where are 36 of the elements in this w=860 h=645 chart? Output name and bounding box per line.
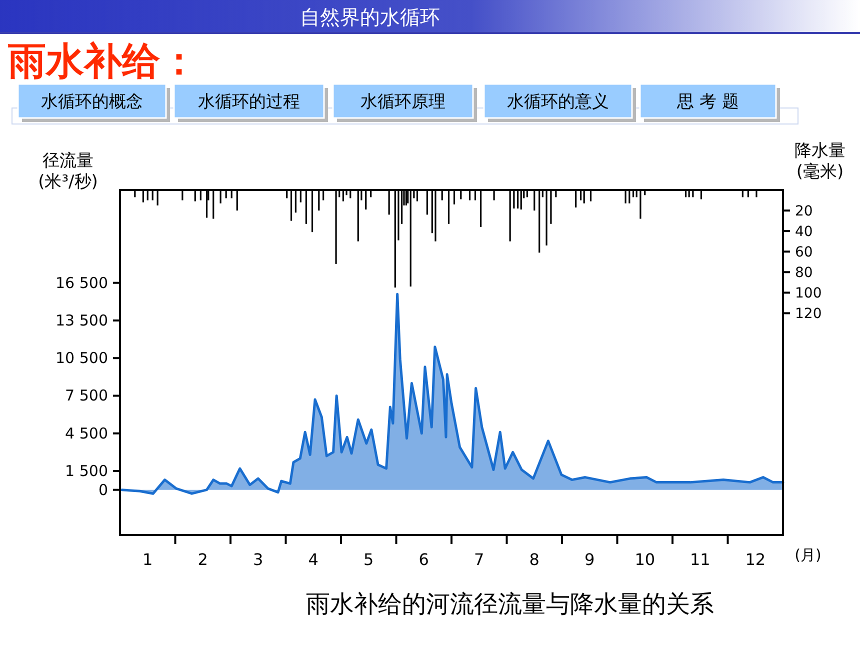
x-tick-label: 1: [142, 550, 153, 569]
x-tick-label: 10: [634, 550, 656, 569]
x-tick-label: 9: [584, 550, 595, 569]
y2-tick-label: 80: [795, 265, 813, 282]
y2-axis-title: 降水量 (毫米): [794, 141, 846, 182]
x-axis-title: (月): [794, 546, 822, 564]
x-tick-label: 6: [418, 550, 429, 569]
y-tick-label: 13 500: [56, 311, 108, 330]
text: 思 考 题: [676, 92, 739, 112]
x-tick-label: 3: [253, 550, 264, 569]
y2-tick-label: 100: [795, 286, 822, 302]
x-tick-label: 7: [474, 550, 484, 569]
y-tick-label: 4 500: [65, 424, 108, 442]
text: 水循环的概念: [41, 92, 143, 112]
x-tick-label: 4: [308, 550, 318, 569]
x-tick-label: 2: [198, 550, 208, 569]
text: 雨水补给的河流径流量与降水量的关系: [306, 590, 714, 618]
x-tick-label: 8: [529, 550, 540, 569]
chart-title: 自然界的水循环: [300, 5, 440, 29]
y2-tick-label: 40: [795, 224, 813, 240]
y-tick-label: 16 500: [56, 274, 108, 292]
y-tick-label: 0: [98, 480, 108, 499]
y2-tick-label: 120: [795, 306, 822, 322]
x-tick-label: 11: [690, 550, 710, 569]
y2-tick-label: 20: [795, 204, 813, 220]
y-tick-label: 1 500: [65, 462, 108, 480]
text: 水循环的过程: [198, 92, 300, 112]
y-tick-label: 10 500: [56, 349, 108, 368]
x-tick-label: 12: [745, 550, 766, 569]
y2-tick-label: 60: [795, 244, 813, 261]
y-axis-title: 径流量 (米³/秒): [38, 151, 98, 192]
x-tick-label: 5: [364, 550, 374, 569]
chart-subtitle: 雨水补给：: [7, 39, 198, 83]
text: 水循环原理: [360, 92, 446, 112]
text: 水循环的意义: [507, 92, 609, 112]
y-tick-label: 7 500: [65, 386, 108, 405]
